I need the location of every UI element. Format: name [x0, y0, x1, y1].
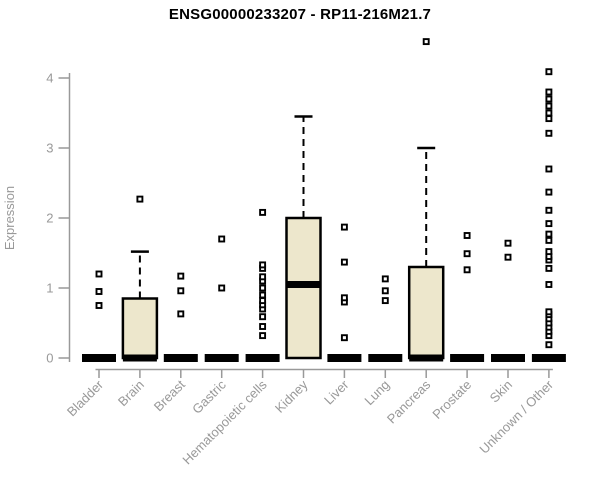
outlier-point-hematopoietic-cells: [259, 273, 267, 281]
chart-title: ENSG00000233207 - RP11-216M21.7: [168, 6, 432, 23]
y-axis-tick-label: 3: [46, 141, 53, 156]
outlier-point-unknown-other: [545, 206, 553, 214]
outlier-point-unknown-other: [545, 308, 553, 316]
outlier-point-liver: [340, 294, 348, 302]
outlier-point-liver: [340, 223, 348, 231]
outlier-point-brain: [136, 195, 144, 203]
outlier-point-unknown-other: [545, 165, 553, 173]
outlier-point-skin: [504, 239, 512, 247]
outlier-point-unknown-other: [545, 109, 553, 117]
x-axis-label-liver: Liver: [321, 377, 352, 408]
outlier-point-lung: [381, 275, 389, 283]
outlier-point-unknown-other: [545, 68, 553, 76]
outlier-point-unknown-other: [545, 115, 553, 123]
outlier-point-unknown-other: [545, 236, 553, 244]
outlier-point-lung: [381, 287, 389, 295]
box-collapsed-liver[interactable]: [327, 354, 362, 362]
box-collapsed-lung[interactable]: [368, 354, 403, 362]
outlier-point-hematopoietic-cells: [259, 284, 267, 292]
outlier-point-hematopoietic-cells: [259, 323, 267, 330]
outlier-point-liver: [340, 258, 348, 266]
x-axis-label-lung: Lung: [361, 377, 392, 408]
box-brain[interactable]: [121, 297, 159, 360]
box-collapsed-unknown-other[interactable]: [531, 354, 566, 362]
box-collapsed-skin[interactable]: [491, 354, 525, 362]
median-pancreas: [409, 354, 444, 362]
outlier-point-unknown-other: [545, 88, 553, 96]
x-axis-label-gastric: Gastric: [189, 377, 229, 417]
outlier-point-bladder: [95, 302, 103, 309]
outlier-point-unknown-other: [545, 281, 553, 288]
outlier-point-unknown-other: [545, 188, 553, 196]
outlier-point-bladder: [95, 270, 103, 278]
outlier-point-breast: [177, 310, 185, 318]
x-axis-label-kidney: Kidney: [272, 377, 311, 416]
outlier-point-gastric: [218, 284, 226, 292]
x-axis-label-skin: Skin: [487, 377, 515, 405]
outlier-point-unknown-other: [545, 220, 553, 228]
box-collapsed-prostate[interactable]: [450, 354, 485, 362]
outlier-point-hematopoietic-cells: [259, 261, 267, 269]
outlier-point-unknown-other: [545, 129, 553, 137]
outlier-point-hematopoietic-cells: [259, 313, 267, 321]
outlier-point-skin: [504, 253, 512, 261]
outlier-point-unknown-other: [545, 102, 553, 110]
outlier-point-hematopoietic-cells: [259, 297, 267, 305]
outlier-point-liver: [340, 334, 348, 342]
y-axis-tick-label: 2: [46, 211, 53, 226]
outlier-point-prostate: [463, 250, 471, 258]
outlier-point-breast: [177, 272, 185, 280]
x-axis-label-pancreas: Pancreas: [384, 377, 434, 427]
box-collapsed-bladder[interactable]: [82, 354, 116, 362]
outlier-point-unknown-other: [545, 248, 553, 256]
box-collapsed-breast[interactable]: [163, 354, 198, 362]
x-axis-label-bladder: Bladder: [64, 377, 107, 420]
x-axis-label-unknown-other: Unknown / Other: [476, 377, 556, 457]
outlier-point-unknown-other: [545, 264, 553, 272]
outlier-point-unknown-other: [545, 230, 553, 238]
outlier-point-prostate: [463, 232, 471, 239]
box-collapsed-hematopoietic-cells[interactable]: [245, 354, 280, 362]
outlier-point-hematopoietic-cells: [259, 291, 267, 299]
box-pancreas[interactable]: [407, 265, 445, 360]
box-collapsed-gastric[interactable]: [204, 354, 239, 362]
outlier-point-unknown-other: [545, 95, 553, 103]
x-axis-label-breast: Breast: [151, 377, 188, 414]
y-axis-tick-label: 4: [46, 71, 53, 86]
outlier-point-lung: [381, 297, 389, 305]
median-kidney: [286, 281, 321, 288]
y-axis-tick-label: 0: [46, 351, 53, 366]
x-axis-label-prostate: Prostate: [429, 377, 474, 422]
outlier-point-bladder: [95, 288, 103, 295]
x-axis-label-brain: Brain: [115, 377, 147, 409]
outlier-point-hematopoietic-cells: [259, 208, 267, 216]
outlier-point-breast: [177, 287, 185, 295]
median-brain: [122, 354, 157, 362]
outlier-point-unknown-other: [545, 341, 553, 349]
y-axis-tick-label: 1: [46, 281, 53, 296]
outlier-point-pancreas: [422, 38, 430, 46]
y-axis-title: Expression: [2, 186, 17, 250]
outlier-point-prostate: [463, 266, 471, 274]
outlier-point-gastric: [218, 235, 226, 243]
outlier-point-hematopoietic-cells: [259, 332, 267, 340]
